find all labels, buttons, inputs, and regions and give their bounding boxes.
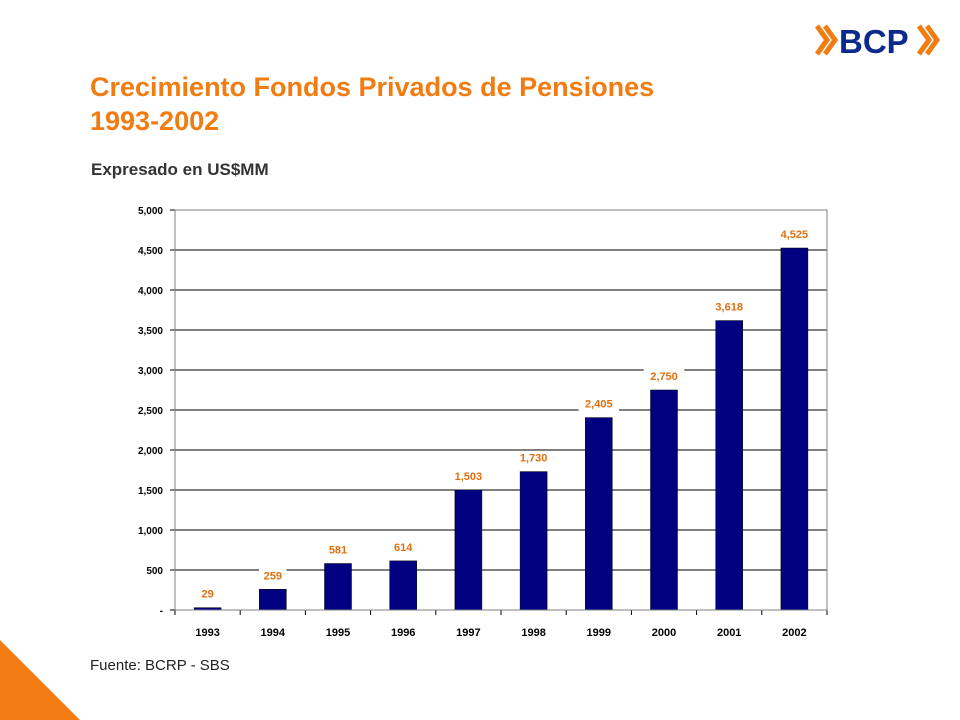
- logo-text: BCP: [839, 23, 909, 60]
- data-label: 2,405: [585, 399, 613, 411]
- bar: [715, 320, 743, 611]
- x-tick-label: 1998: [521, 627, 545, 639]
- y-tick-label: 4,500: [138, 246, 163, 257]
- y-tick-label: -: [160, 606, 163, 617]
- data-label-background: [643, 369, 685, 383]
- y-tick-label: 2,000: [138, 446, 163, 457]
- data-label: 581: [329, 545, 347, 557]
- data-label: 614: [394, 542, 413, 554]
- x-tick-label: 2001: [717, 627, 741, 639]
- data-label-background: [513, 450, 554, 465]
- y-tick-label: 3,000: [138, 366, 163, 377]
- data-label: 3,618: [715, 302, 743, 314]
- x-tick-label: 1995: [326, 627, 350, 639]
- chevron-icon: [815, 24, 839, 56]
- x-tick-label: 2002: [782, 627, 806, 639]
- data-label: 2,750: [650, 371, 678, 383]
- bar: [519, 471, 548, 611]
- title-line-1: Crecimiento Fondos Privados de Pensiones: [90, 72, 655, 102]
- x-tick-label: 1997: [456, 627, 480, 639]
- y-tick-label: 500: [146, 566, 163, 577]
- page-title: Crecimiento Fondos Privados de Pensiones…: [90, 70, 654, 138]
- data-label-background: [708, 299, 750, 314]
- data-labels: 29 259 581 614 1,503 1,730 2,405 2,750 3,618 4,52…: [197, 227, 815, 601]
- bar: [389, 560, 417, 611]
- x-axis-ticks: 1993 1994 1995 1996 1997 1998 1999 2000 2001 2002: [174, 610, 828, 639]
- chart-bars: [193, 247, 809, 611]
- x-tick-label: 1993: [195, 627, 219, 639]
- data-label-background: [324, 542, 352, 557]
- chart-subtitle: Expresado en US$MM: [91, 160, 269, 179]
- bar: [454, 489, 483, 611]
- y-tick-label: 1,500: [138, 486, 163, 497]
- data-label-background: [448, 468, 489, 483]
- data-label: 259: [264, 570, 282, 582]
- bcp-logo: BCP: [815, 23, 941, 60]
- x-tick-label: 1996: [391, 627, 415, 639]
- bar: [259, 589, 287, 611]
- x-tick-label: 1994: [261, 627, 286, 639]
- y-tick-label: 1,000: [138, 526, 163, 537]
- data-label-background: [774, 227, 815, 241]
- y-tick-label: 3,500: [138, 326, 163, 337]
- data-label: 4,525: [781, 229, 809, 241]
- data-label-background: [259, 568, 287, 583]
- y-tick-label: 2,500: [138, 406, 163, 417]
- data-label-background: [389, 539, 417, 554]
- data-label: 29: [201, 589, 213, 601]
- data-label-background: [197, 586, 219, 601]
- bar: [324, 563, 352, 611]
- title-line-2: 1993-2002: [90, 106, 220, 136]
- x-tick-label: 1999: [587, 627, 611, 639]
- source-note: Fuente: BCRP - SBS: [90, 657, 230, 674]
- bar: [585, 417, 613, 611]
- bar: [780, 247, 809, 611]
- y-tick-label: 4,000: [138, 286, 163, 297]
- data-label-background: [578, 396, 620, 411]
- data-label: 1,503: [455, 471, 483, 483]
- bar: [650, 389, 678, 611]
- x-tick-label: 2000: [652, 627, 676, 639]
- plot-area-border: [174, 209, 828, 611]
- data-label: 1,730: [520, 453, 548, 465]
- chevron-icon: [916, 24, 941, 56]
- y-axis-ticks: - 500 1,000 1,500 2,000 2,500 3,000 3,500 4,000 4…: [138, 206, 175, 617]
- y-tick-label: 5,000: [138, 206, 163, 217]
